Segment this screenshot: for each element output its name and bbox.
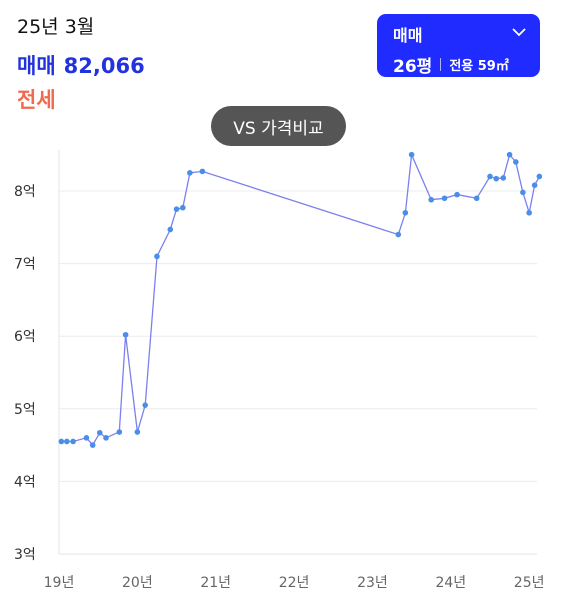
data-point bbox=[83, 435, 90, 441]
y-tick-label: 5억 bbox=[14, 402, 36, 418]
y-tick-label: 8억 bbox=[14, 184, 36, 200]
data-point bbox=[473, 195, 480, 202]
x-tick-label: 25년 bbox=[514, 575, 545, 591]
data-point bbox=[402, 209, 409, 216]
data-point bbox=[520, 189, 526, 196]
divider bbox=[440, 58, 442, 71]
x-tick-label: 23년 bbox=[357, 575, 388, 591]
sale-price-summary: 매매 82,066 bbox=[17, 50, 145, 80]
y-tick-label: 7억 bbox=[14, 257, 36, 273]
price-series-line bbox=[61, 152, 540, 447]
x-tick-label: 21년 bbox=[200, 575, 231, 591]
data-point bbox=[506, 151, 513, 158]
sale-label: 매매 bbox=[17, 54, 56, 78]
data-point bbox=[500, 175, 507, 181]
selected-date: 25년 3월 bbox=[17, 16, 95, 38]
y-tick-label: 6억 bbox=[14, 329, 36, 345]
x-tick-label: 22년 bbox=[279, 575, 310, 591]
data-point bbox=[395, 231, 402, 238]
data-point bbox=[536, 173, 543, 180]
chevron-down-icon bbox=[512, 28, 526, 37]
data-point bbox=[180, 204, 186, 211]
x-tick-label: 24년 bbox=[435, 575, 466, 591]
data-point bbox=[493, 175, 500, 182]
data-point bbox=[116, 429, 123, 435]
trade-type-label: 매매 bbox=[393, 26, 423, 45]
data-point bbox=[89, 442, 96, 448]
data-point bbox=[187, 170, 193, 176]
data-point bbox=[70, 438, 76, 445]
data-point bbox=[441, 195, 448, 202]
sale-price-value: 82,066 bbox=[63, 54, 145, 78]
data-point bbox=[167, 226, 174, 233]
data-point bbox=[526, 209, 532, 216]
data-point bbox=[64, 438, 70, 445]
data-point bbox=[454, 191, 460, 198]
data-point bbox=[103, 435, 109, 441]
exclusive-area: 전용 59㎡ bbox=[449, 59, 509, 74]
x-tick-label: 20년 bbox=[122, 575, 153, 591]
data-point bbox=[142, 402, 148, 408]
jeonse-label[interactable]: 전세 bbox=[17, 88, 56, 112]
trade-type-size-selector[interactable]: 매매 26평 전용 59㎡ bbox=[377, 14, 540, 77]
y-tick-label: 4억 bbox=[14, 474, 36, 490]
size-row: 26평 전용 59㎡ bbox=[393, 52, 509, 77]
data-point bbox=[428, 196, 435, 203]
y-tick-label: 3억 bbox=[14, 547, 36, 563]
data-point bbox=[122, 331, 129, 338]
data-point bbox=[487, 173, 493, 180]
x-tick-label: 19년 bbox=[44, 575, 75, 591]
data-point bbox=[154, 253, 160, 260]
price-compare-button[interactable]: VS 가격비교 bbox=[211, 106, 346, 146]
data-point bbox=[58, 438, 65, 445]
data-point bbox=[531, 182, 538, 188]
data-point bbox=[173, 206, 180, 212]
data-point bbox=[199, 168, 206, 175]
pyeong-size: 26평 bbox=[393, 57, 433, 77]
data-point bbox=[408, 151, 415, 158]
data-point bbox=[513, 159, 519, 165]
data-point bbox=[134, 429, 141, 435]
data-point bbox=[96, 429, 103, 436]
